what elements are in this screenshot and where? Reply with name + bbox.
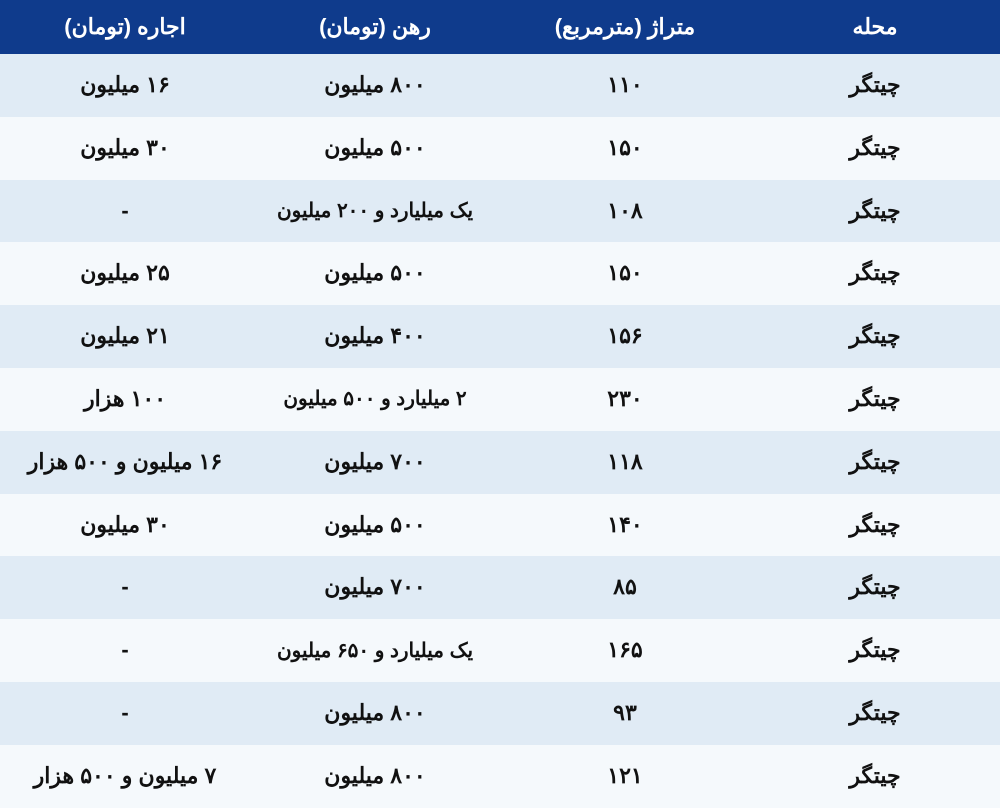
cell-neighborhood: چیتگر <box>750 494 1000 557</box>
table-row: چیتگر۱۱۸۷۰۰ میلیون۱۶ میلیون و ۵۰۰ هزار <box>0 431 1000 494</box>
table-row: چیتگر۲۳۰۲ میلیارد و ۵۰۰ میلیون۱۰۰ هزار <box>0 368 1000 431</box>
col-deposit: رهن (تومان) <box>250 0 500 54</box>
cell-neighborhood: چیتگر <box>750 117 1000 180</box>
cell-deposit: ۸۰۰ میلیون <box>250 745 500 808</box>
cell-rent: ۱۰۰ هزار <box>0 368 250 431</box>
table-row: چیتگر۱۴۰۵۰۰ میلیون۳۰ میلیون <box>0 494 1000 557</box>
cell-rent: ۲۱ میلیون <box>0 305 250 368</box>
table-row: چیتگر۱۲۱۸۰۰ میلیون۷ میلیون و ۵۰۰ هزار <box>0 745 1000 808</box>
cell-neighborhood: چیتگر <box>750 242 1000 305</box>
cell-area: ۲۳۰ <box>500 368 750 431</box>
cell-area: ۱۵۶ <box>500 305 750 368</box>
cell-rent: ۲۵ میلیون <box>0 242 250 305</box>
cell-neighborhood: چیتگر <box>750 431 1000 494</box>
col-neighborhood: محله <box>750 0 1000 54</box>
cell-area: ۱۰۸ <box>500 180 750 243</box>
cell-neighborhood: چیتگر <box>750 305 1000 368</box>
cell-deposit: ۵۰۰ میلیون <box>250 117 500 180</box>
cell-area: ۱۲۱ <box>500 745 750 808</box>
col-area: متراژ (مترمربع) <box>500 0 750 54</box>
cell-rent: ۱۶ میلیون و ۵۰۰ هزار <box>0 431 250 494</box>
price-table: محله متراژ (مترمربع) رهن (تومان) اجاره (… <box>0 0 1000 808</box>
cell-area: ۱۱۸ <box>500 431 750 494</box>
table-row: چیتگر۹۳۸۰۰ میلیون- <box>0 682 1000 745</box>
table-row: چیتگر۱۰۸یک میلیارد و ۲۰۰ میلیون- <box>0 180 1000 243</box>
cell-area: ۱۶۵ <box>500 619 750 682</box>
cell-deposit: ۴۰۰ میلیون <box>250 305 500 368</box>
cell-area: ۸۵ <box>500 556 750 619</box>
cell-neighborhood: چیتگر <box>750 682 1000 745</box>
cell-neighborhood: چیتگر <box>750 745 1000 808</box>
cell-area: ۱۵۰ <box>500 242 750 305</box>
cell-area: ۹۳ <box>500 682 750 745</box>
cell-deposit: ۵۰۰ میلیون <box>250 242 500 305</box>
table-row: چیتگر۱۵۶۴۰۰ میلیون۲۱ میلیون <box>0 305 1000 368</box>
table-row: چیتگر۱۵۰۵۰۰ میلیون۲۵ میلیون <box>0 242 1000 305</box>
cell-neighborhood: چیتگر <box>750 54 1000 117</box>
cell-deposit: ۸۰۰ میلیون <box>250 682 500 745</box>
table-row: چیتگر۱۶۵یک میلیارد و ۶۵۰ میلیون- <box>0 619 1000 682</box>
cell-neighborhood: چیتگر <box>750 619 1000 682</box>
price-table-container: محله متراژ (مترمربع) رهن (تومان) اجاره (… <box>0 0 1000 800</box>
cell-neighborhood: چیتگر <box>750 180 1000 243</box>
cell-rent: - <box>0 619 250 682</box>
table-row: چیتگر۱۱۰۸۰۰ میلیون۱۶ میلیون <box>0 54 1000 117</box>
cell-neighborhood: چیتگر <box>750 556 1000 619</box>
table-header: محله متراژ (مترمربع) رهن (تومان) اجاره (… <box>0 0 1000 54</box>
cell-rent: ۳۰ میلیون <box>0 494 250 557</box>
cell-rent: - <box>0 682 250 745</box>
cell-deposit: ۷۰۰ میلیون <box>250 556 500 619</box>
cell-deposit: ۲ میلیارد و ۵۰۰ میلیون <box>250 368 500 431</box>
col-rent: اجاره (تومان) <box>0 0 250 54</box>
cell-deposit: ۸۰۰ میلیون <box>250 54 500 117</box>
table-row: چیتگر۸۵۷۰۰ میلیون- <box>0 556 1000 619</box>
cell-area: ۱۴۰ <box>500 494 750 557</box>
cell-deposit: ۵۰۰ میلیون <box>250 494 500 557</box>
cell-deposit: یک میلیارد و ۶۵۰ میلیون <box>250 619 500 682</box>
cell-rent: ۷ میلیون و ۵۰۰ هزار <box>0 745 250 808</box>
cell-rent: - <box>0 180 250 243</box>
cell-area: ۱۱۰ <box>500 54 750 117</box>
cell-rent: ۱۶ میلیون <box>0 54 250 117</box>
table-row: چیتگر۱۵۰۵۰۰ میلیون۳۰ میلیون <box>0 117 1000 180</box>
table-body: چیتگر۱۱۰۸۰۰ میلیون۱۶ میلیونچیتگر۱۵۰۵۰۰ م… <box>0 54 1000 808</box>
cell-rent: ۳۰ میلیون <box>0 117 250 180</box>
cell-area: ۱۵۰ <box>500 117 750 180</box>
cell-rent: - <box>0 556 250 619</box>
cell-deposit: یک میلیارد و ۲۰۰ میلیون <box>250 180 500 243</box>
cell-neighborhood: چیتگر <box>750 368 1000 431</box>
cell-deposit: ۷۰۰ میلیون <box>250 431 500 494</box>
